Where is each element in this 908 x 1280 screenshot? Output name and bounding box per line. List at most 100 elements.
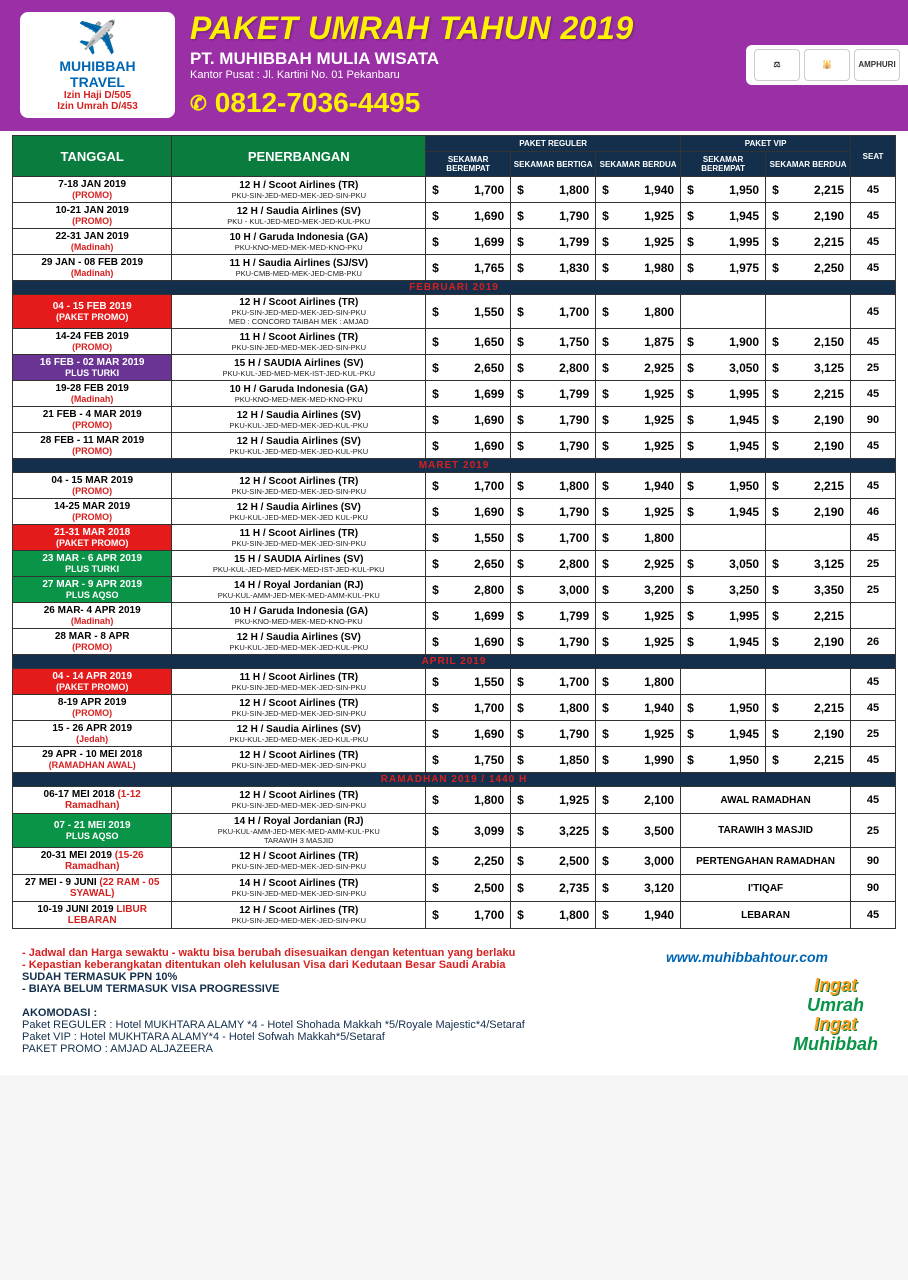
- price-cell: $1,700: [426, 695, 511, 721]
- price-cell: $3,000: [511, 577, 596, 603]
- price-cell: $1,925: [596, 499, 681, 525]
- table-row: 29 JAN - 08 FEB 2019(Madinah)11 H / Saud…: [13, 255, 896, 281]
- date-cell: 29 JAN - 08 FEB 2019(Madinah): [13, 255, 172, 281]
- seat-cell: 25: [851, 355, 896, 381]
- price-cell: $3,099: [426, 814, 511, 848]
- flight-cell: 10 H / Garuda Indonesia (GA)PKU-KNO-MED-…: [172, 229, 426, 255]
- price-cell: $1,690: [426, 629, 511, 655]
- table-row: 06-17 MEI 2018 (1-12 Ramadhan)12 H / Sco…: [13, 787, 896, 814]
- date-cell: 04 - 15 MAR 2019(PROMO): [13, 473, 172, 499]
- price-cell: $2,215: [766, 747, 851, 773]
- price-cell: $3,050: [681, 551, 766, 577]
- flight-cell: 10 H / Garuda Indonesia (GA)PKU-KNO-MED-…: [172, 603, 426, 629]
- price-cell: $1,875: [596, 329, 681, 355]
- price-cell: $3,225: [511, 814, 596, 848]
- price-cell: $1,700: [511, 669, 596, 695]
- flight-cell: 12 H / Scoot Airlines (TR)PKU-SIN-JED-ME…: [172, 747, 426, 773]
- table-body: 7-18 JAN 2019(PROMO) 12 H / Scoot Airline…: [13, 177, 896, 929]
- akomodasi-title: AKOMODASI :: [22, 1007, 886, 1019]
- akomodasi: AKOMODASI : Paket REGULER : Hotel MUKHTA…: [0, 1003, 908, 1075]
- price-cell: $3,250: [681, 577, 766, 603]
- price-cell: $1,690: [426, 721, 511, 747]
- flight-cell: 14 H / Scoot Airlines (TR)PKU-SIN-JED-ME…: [172, 875, 426, 902]
- price-cell: $1,940: [596, 177, 681, 203]
- price-cell: $1,925: [596, 433, 681, 459]
- date-cell: 20-31 MEI 2019 (15-26 Ramadhan): [13, 848, 172, 875]
- note-4: - BIAYA BELUM TERMASUK VISA PROGRESSIVE: [22, 983, 644, 995]
- seat-cell: 90: [851, 875, 896, 902]
- price-cell: $1,690: [426, 407, 511, 433]
- price-cell: $1,950: [681, 177, 766, 203]
- seat-cell: 25: [851, 551, 896, 577]
- price-table: TANGGAL PENERBANGAN PAKET REGULER PAKET …: [12, 135, 896, 929]
- date-cell: 23 MAR - 6 APR 2019PLUS TURKI: [13, 551, 172, 577]
- seat-cell: 45: [851, 203, 896, 229]
- flight-cell: 12 H / Scoot Airlines (TR)PKU-SIN-JED-ME…: [172, 787, 426, 814]
- header: ✈️ MUHIBBAH TRAVEL Izin Haji D/505 Izin …: [0, 0, 908, 131]
- table-row: 14-25 MAR 2019(PROMO)12 H / Saudia Airli…: [13, 499, 896, 525]
- flight-cell: 11 H / Scoot Airlines (TR)PKU-SIN-JED-ME…: [172, 525, 426, 551]
- price-cell: $2,250: [426, 848, 511, 875]
- akomodasi-reg: Paket REGULER : Hotel MUKHTARA ALAMY *4 …: [22, 1019, 886, 1031]
- price-cell: $1,699: [426, 603, 511, 629]
- price-cell: $2,500: [426, 875, 511, 902]
- date-cell: 22-31 JAN 2019(Madinah): [13, 229, 172, 255]
- price-cell: $1,800: [511, 695, 596, 721]
- price-cell: $1,945: [681, 203, 766, 229]
- slogan-4: Muhibbah: [793, 1035, 878, 1055]
- note-1: - Jadwal dan Harga sewaktu - waktu bisa …: [22, 947, 644, 959]
- price-cell: $2,925: [596, 355, 681, 381]
- flight-cell: 12 H / Scoot Airlines (TR)PKU-SIN-JED-ME…: [172, 295, 426, 329]
- price-cell: $2,190: [766, 433, 851, 459]
- footer-slogan: Ingat Umrah Ingat Muhibbah: [793, 976, 878, 1055]
- date-cell: 10-19 JUNI 2019 LIBUR LEBARAN: [13, 902, 172, 929]
- price-cell: $2,215: [766, 473, 851, 499]
- price-cell: $1,980: [596, 255, 681, 281]
- date-cell: 15 - 26 APR 2019(Jedah): [13, 721, 172, 747]
- col-reguler: PAKET REGULER: [426, 136, 681, 152]
- vip-note-cell: AWAL RAMADHAN: [681, 787, 851, 814]
- price-cell: $1,790: [511, 203, 596, 229]
- seat-cell: 45: [851, 329, 896, 355]
- vip-note-cell: TARAWIH 3 MASJID: [681, 814, 851, 848]
- price-cell: $2,215: [766, 229, 851, 255]
- price-cell: $1,800: [596, 525, 681, 551]
- date-cell: 7-18 JAN 2019(PROMO): [13, 177, 172, 203]
- price-cell: $2,800: [426, 577, 511, 603]
- header-text: PAKET UMRAH TAHUN 2019 PT. MUHIBBAH MULI…: [190, 10, 731, 119]
- price-cell: $1,799: [511, 381, 596, 407]
- col-penerbangan: PENERBANGAN: [172, 136, 426, 177]
- table-row: 07 - 21 MEI 2019PLUS AQSO14 H / Royal Jo…: [13, 814, 896, 848]
- price-cell: $1,800: [596, 669, 681, 695]
- flight-cell: 12 H / Scoot Airlines (TR)PKU-SIN-JED-ME…: [172, 473, 426, 499]
- seat-cell: 45: [851, 525, 896, 551]
- flight-cell: 12 H / Scoot Airlines (TR)PKU-SIN-JED-ME…: [172, 902, 426, 929]
- price-cell: $2,650: [426, 551, 511, 577]
- price-cell: $2,925: [596, 551, 681, 577]
- table-row: 14-24 FEB 2019(PROMO)11 H / Scoot Airlin…: [13, 329, 896, 355]
- price-cell: $2,190: [766, 721, 851, 747]
- price-cell: $1,925: [596, 603, 681, 629]
- price-cell: $1,925: [596, 203, 681, 229]
- price-cell: $3,125: [766, 355, 851, 381]
- price-cell: $1,925: [511, 787, 596, 814]
- price-cell: $1,700: [426, 473, 511, 499]
- month-separator: MARET 2019: [13, 459, 896, 473]
- price-cell: $1,790: [511, 499, 596, 525]
- price-cell: $3,350: [766, 577, 851, 603]
- cert-badges: ⚖ 🕌 AMPHURI: [746, 45, 908, 85]
- seat-cell: 45: [851, 473, 896, 499]
- price-cell: $2,190: [766, 499, 851, 525]
- table-row: 22-31 JAN 2019(Madinah)10 H / Garuda Ind…: [13, 229, 896, 255]
- price-cell: $2,190: [766, 203, 851, 229]
- price-cell: $3,120: [596, 875, 681, 902]
- flight-cell: 12 H / Saudia Airlines (SV)PKU-KUL-JED-M…: [172, 629, 426, 655]
- price-cell: $1,925: [596, 629, 681, 655]
- slogan-3: Ingat: [793, 1015, 878, 1035]
- flight-cell: 12 H / Saudia Airlines (SV)PKU - KUL-JED…: [172, 203, 426, 229]
- price-cell: $1,900: [681, 329, 766, 355]
- price-cell: $1,945: [681, 499, 766, 525]
- price-cell: $1,995: [681, 381, 766, 407]
- price-cell: $1,975: [681, 255, 766, 281]
- akomodasi-vip: Paket VIP : Hotel MUKHTARA ALAMY*4 - Hot…: [22, 1031, 886, 1043]
